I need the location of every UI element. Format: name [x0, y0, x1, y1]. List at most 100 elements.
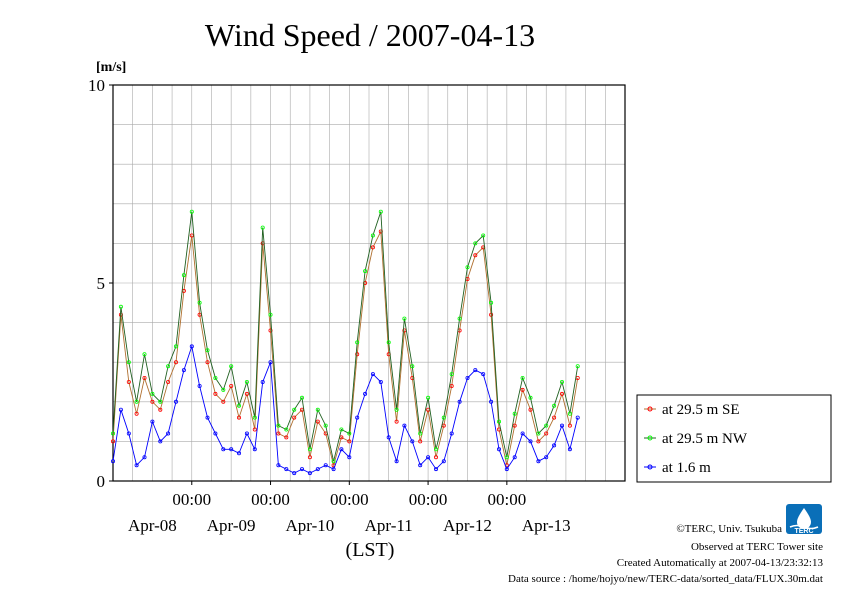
data-point — [299, 467, 304, 472]
legend-nw-marker — [647, 435, 653, 441]
series-2 — [111, 344, 580, 476]
y-tick-label: 0 — [97, 472, 106, 491]
data-point — [244, 379, 249, 384]
y-tick-label: 5 — [97, 274, 106, 293]
data-point — [181, 273, 186, 278]
data-point — [363, 391, 368, 396]
data-point — [260, 225, 265, 230]
data-point — [418, 463, 423, 468]
data-point — [520, 431, 525, 436]
data-point — [229, 383, 234, 388]
data-point — [111, 439, 116, 444]
data-point — [126, 360, 131, 365]
legend-se-label: at 29.5 m SE — [662, 402, 740, 418]
data-point — [173, 360, 178, 365]
legend-nw-label: at 29.5 m NW — [662, 431, 748, 447]
data-point — [410, 364, 415, 369]
data-point — [284, 467, 289, 472]
data-point — [370, 372, 375, 377]
data-point — [158, 407, 163, 412]
data-point — [457, 399, 462, 404]
data-point — [236, 403, 241, 408]
data-point — [449, 431, 454, 436]
data-point — [552, 415, 557, 420]
data-point — [158, 399, 163, 404]
x-time-tick-label: 00:00 — [172, 490, 211, 509]
data-point — [142, 375, 147, 380]
x-axis-label: (LST) — [346, 539, 395, 561]
data-point — [512, 411, 517, 416]
footer-source: Data source : /home/hojyo/new/TERC-data/… — [508, 573, 823, 585]
data-point — [418, 431, 423, 436]
data-point — [512, 455, 517, 460]
data-point — [118, 304, 123, 309]
data-point — [402, 423, 407, 428]
x-date-label: Apr-09 — [207, 516, 256, 535]
data-point — [418, 439, 423, 444]
data-point — [426, 455, 431, 460]
data-point — [292, 471, 297, 476]
data-point — [229, 447, 234, 452]
x-date-label: Apr-12 — [443, 516, 492, 535]
data-point — [331, 467, 336, 472]
data-point — [512, 423, 517, 428]
data-point — [173, 399, 178, 404]
x-date-label: Apr-13 — [522, 516, 571, 535]
data-point — [284, 427, 289, 432]
data-point — [567, 423, 572, 428]
data-point — [205, 360, 210, 365]
data-point — [118, 407, 123, 412]
data-point — [544, 431, 549, 436]
data-point — [268, 328, 273, 333]
data-point — [276, 431, 281, 436]
data-point — [260, 379, 265, 384]
data-point — [221, 447, 226, 452]
data-point — [339, 447, 344, 452]
data-point — [567, 411, 572, 416]
data-point — [284, 435, 289, 440]
terc-logo-icon: TERC — [786, 504, 822, 535]
data-point — [489, 312, 494, 317]
data-point — [355, 415, 360, 420]
data-point — [386, 340, 391, 345]
data-point — [134, 411, 139, 416]
data-point — [111, 459, 116, 464]
data-point — [347, 431, 352, 436]
data-point — [386, 435, 391, 440]
y-axis-ticks: 0 5 10 — [88, 76, 113, 491]
data-point — [268, 360, 273, 365]
data-point — [575, 415, 580, 420]
data-point — [402, 316, 407, 321]
legend-low-marker — [647, 464, 653, 470]
x-date-label: Apr-11 — [365, 516, 413, 535]
data-point — [205, 415, 210, 420]
data-point — [441, 459, 446, 464]
data-point — [481, 233, 486, 238]
x-time-tick-label: 00:00 — [330, 490, 369, 509]
data-point — [394, 407, 399, 412]
x-date-label: Apr-10 — [286, 516, 335, 535]
data-point — [370, 245, 375, 250]
data-point — [268, 312, 273, 317]
data-point — [378, 209, 383, 214]
data-point — [473, 368, 478, 373]
data-point — [394, 419, 399, 424]
data-point — [276, 463, 281, 468]
data-point — [126, 379, 131, 384]
series-line — [112, 211, 579, 462]
data-point — [552, 403, 557, 408]
grid — [113, 85, 625, 481]
data-point — [355, 340, 360, 345]
data-point — [173, 344, 178, 349]
footer-created: Created Automatically at 2007-04-13/23:3… — [617, 557, 824, 569]
data-point — [331, 459, 336, 464]
data-point — [520, 375, 525, 380]
data-point — [189, 344, 194, 349]
data-point — [166, 379, 171, 384]
data-point — [552, 443, 557, 448]
data-point — [473, 253, 478, 258]
chart-title: Wind Speed / 2007-04-13 — [205, 17, 535, 53]
data-point — [347, 439, 352, 444]
data-point — [292, 407, 297, 412]
data-point — [481, 372, 486, 377]
